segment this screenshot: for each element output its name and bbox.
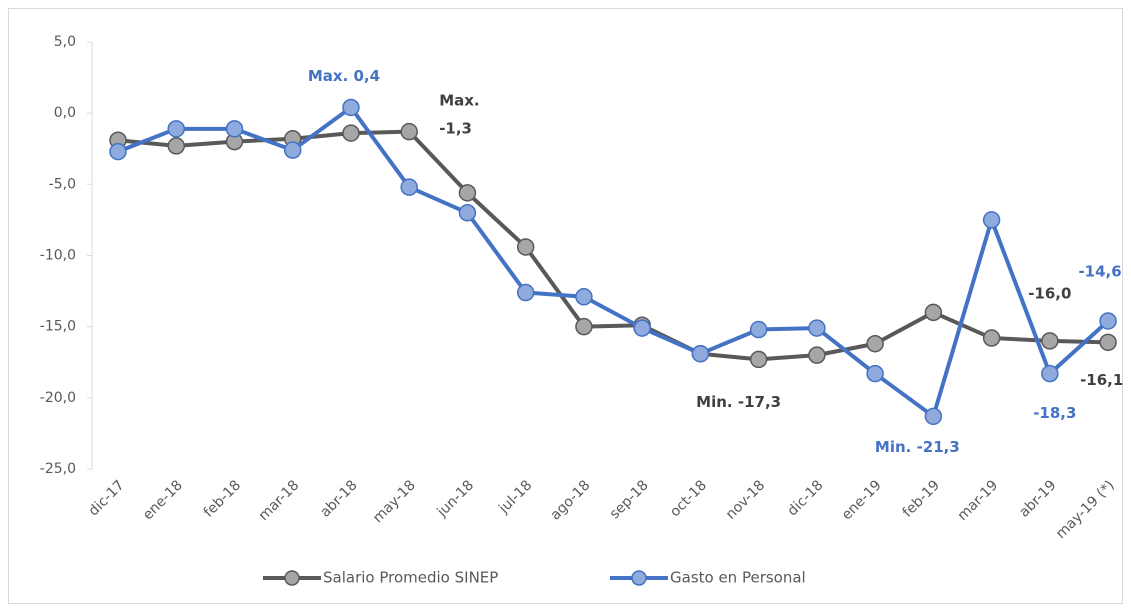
point [866, 364, 884, 383]
x-tick-label: may-19 (*) [1053, 477, 1118, 542]
y-tick-label: 0,0 [54, 105, 76, 121]
x-tick-label: ene-19 [839, 477, 885, 523]
y-tick-label: 5,0 [54, 34, 76, 50]
x-tick-label: feb-19 [900, 477, 943, 520]
data-label: Max. -1,3 [439, 91, 479, 137]
point [1041, 364, 1059, 383]
chart-border [8, 8, 1123, 604]
point [109, 142, 127, 161]
y-tick-label: -15,0 [40, 319, 76, 335]
point [691, 344, 710, 363]
y-tick-label: -25,0 [40, 461, 76, 477]
point [808, 346, 826, 364]
point [575, 317, 593, 336]
y-tick-label: -20,0 [40, 390, 76, 406]
data-label: Max. 0,4 [308, 67, 380, 85]
point [982, 211, 1001, 229]
series-line [117, 129, 1109, 362]
x-tick-label: oct-18 [667, 477, 710, 520]
x-tick-label: may-18 [370, 477, 419, 526]
x-tick-label: abr-18 [317, 477, 360, 520]
x-tick-label: ago-18 [547, 477, 593, 523]
point [1099, 333, 1117, 352]
point [400, 122, 418, 141]
x-tick-label: abr-19 [1016, 477, 1059, 520]
x-tick-label: feb-18 [201, 477, 244, 520]
point [866, 334, 884, 353]
x-tick-label: ene-18 [140, 477, 186, 523]
point [982, 329, 1001, 347]
data-label: -16,0 [1028, 284, 1071, 302]
x-tick-label: nov-18 [723, 477, 768, 522]
point [808, 319, 826, 337]
point [458, 204, 477, 222]
point [749, 350, 768, 369]
point [924, 407, 943, 426]
x-tick-label: mar-18 [256, 477, 303, 524]
data-label: Min. -21,3 [875, 438, 960, 456]
point [575, 288, 593, 306]
legend-label: Salario Promedio SINEP [323, 569, 498, 587]
y-tick-label: -10,0 [40, 248, 76, 264]
data-label-line: Max. [439, 91, 479, 109]
point [633, 319, 651, 337]
point [225, 120, 244, 138]
x-tick-label: sep-18 [607, 477, 652, 522]
x-tick-label: jun-18 [434, 477, 477, 520]
point [1099, 312, 1117, 330]
data-label: -16,1 [1080, 371, 1123, 389]
point [167, 137, 185, 155]
point [458, 184, 477, 202]
data-label-line: -1,3 [439, 119, 472, 137]
x-tick-label: jul-18 [495, 477, 535, 517]
legend-label: Gasto en Personal [670, 569, 806, 587]
point [924, 303, 943, 322]
point [516, 283, 535, 302]
data-label: Min. -17,3 [696, 393, 781, 411]
point [1041, 332, 1059, 350]
legend-marker [631, 570, 647, 586]
point [400, 178, 418, 196]
point [283, 141, 302, 159]
data-label: -18,3 [1033, 404, 1076, 422]
point [342, 124, 360, 142]
point [516, 238, 535, 256]
series-line [117, 105, 1110, 419]
x-tick-label: dic-17 [86, 477, 128, 519]
y-tick-label: -5,0 [49, 176, 76, 192]
data-label: -14,6 [1078, 262, 1121, 280]
x-tick-label: dic-18 [785, 477, 827, 519]
legend-marker [284, 570, 300, 586]
point [167, 120, 185, 138]
point [342, 98, 360, 117]
point [749, 320, 768, 339]
x-tick-label: mar-19 [955, 477, 1002, 524]
